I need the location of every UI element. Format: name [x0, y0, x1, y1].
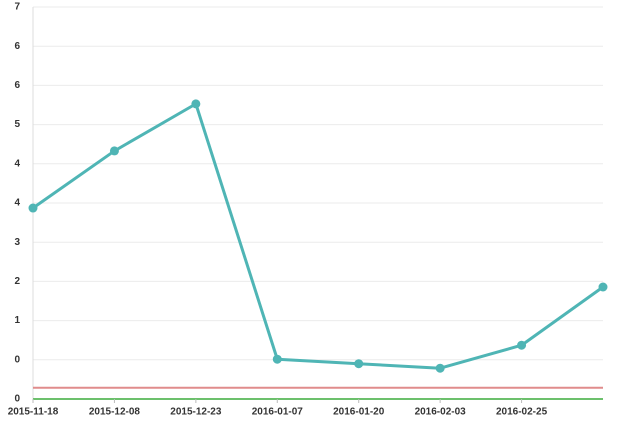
y-tick-label: 0 [14, 354, 20, 365]
y-tick-label: 2 [14, 276, 20, 287]
point [109, 146, 119, 156]
y-tick-label: 5 [14, 119, 20, 130]
y-tick-label: 6 [14, 80, 20, 91]
x-tick-label: 2016-02-03 [415, 407, 467, 418]
point [191, 99, 201, 109]
x-tick-label: 2016-02-25 [496, 407, 548, 418]
x-tick-label: 2015-11-18 [8, 407, 59, 418]
x-tick-label: 2015-12-08 [89, 407, 141, 418]
x-tick-label: 2016-01-20 [333, 407, 385, 418]
y-tick-label: 7 [14, 2, 20, 13]
y-tick-label: 6 [14, 41, 20, 52]
x-tick-label: 2016-01-07 [252, 407, 304, 418]
y-tick-label: 4 [14, 198, 20, 209]
y-tick-label: 1 [14, 315, 20, 326]
point [517, 340, 527, 350]
y-tick-label: 0 [14, 394, 20, 405]
y-tick-label: 4 [14, 158, 20, 169]
point [272, 354, 282, 364]
x-tick-label: 2015-12-23 [170, 407, 222, 418]
point [598, 282, 608, 292]
y-tick-label: 3 [14, 237, 20, 248]
point [28, 203, 38, 213]
point [354, 359, 364, 369]
point [435, 363, 445, 373]
line-series [32, 102, 604, 370]
